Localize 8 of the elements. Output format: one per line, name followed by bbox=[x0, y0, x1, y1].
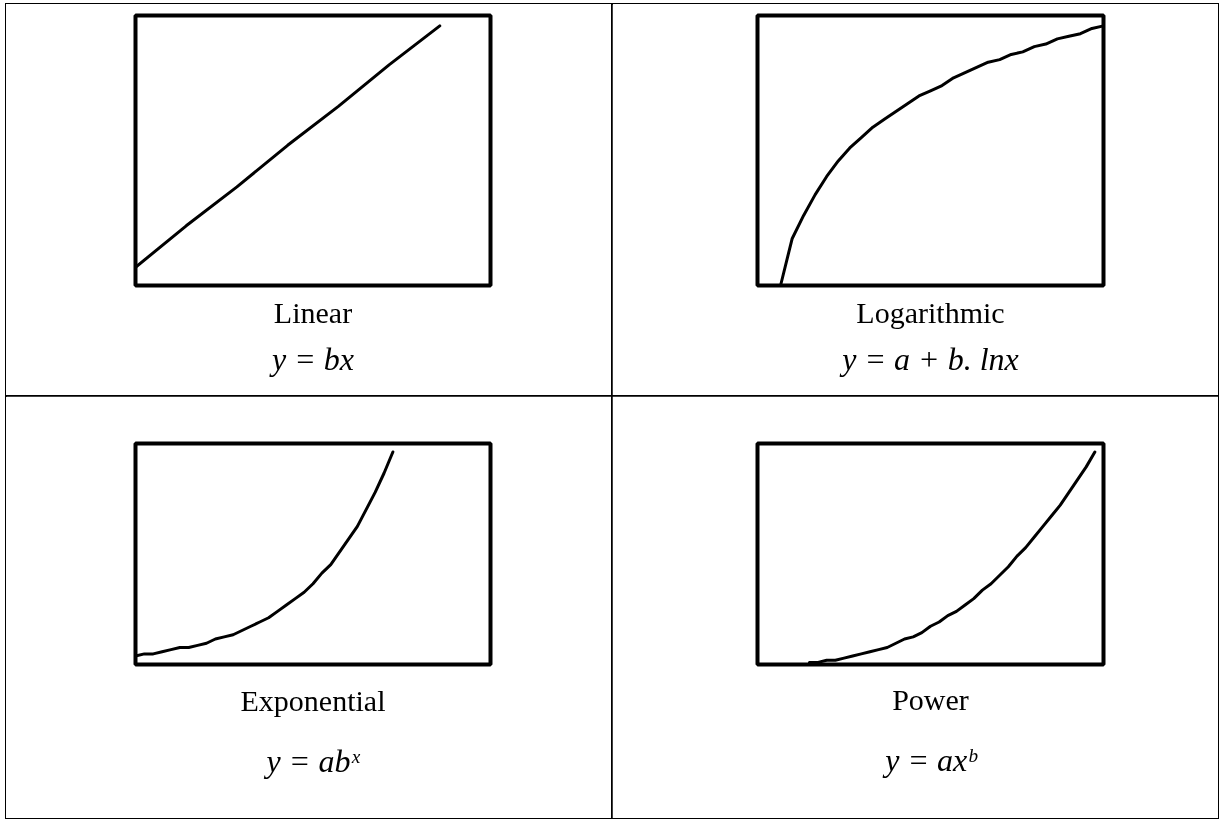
text: y = bx bbox=[269, 341, 354, 377]
text: Exponential bbox=[240, 683, 386, 717]
text: Linear bbox=[273, 295, 353, 329]
text: Power bbox=[892, 682, 969, 716]
text: y = abˣ bbox=[263, 743, 361, 779]
text: y = axᵇ bbox=[882, 742, 979, 778]
text: y = a + b. lnx bbox=[839, 341, 1019, 377]
text: Logarithmic bbox=[856, 295, 1005, 329]
